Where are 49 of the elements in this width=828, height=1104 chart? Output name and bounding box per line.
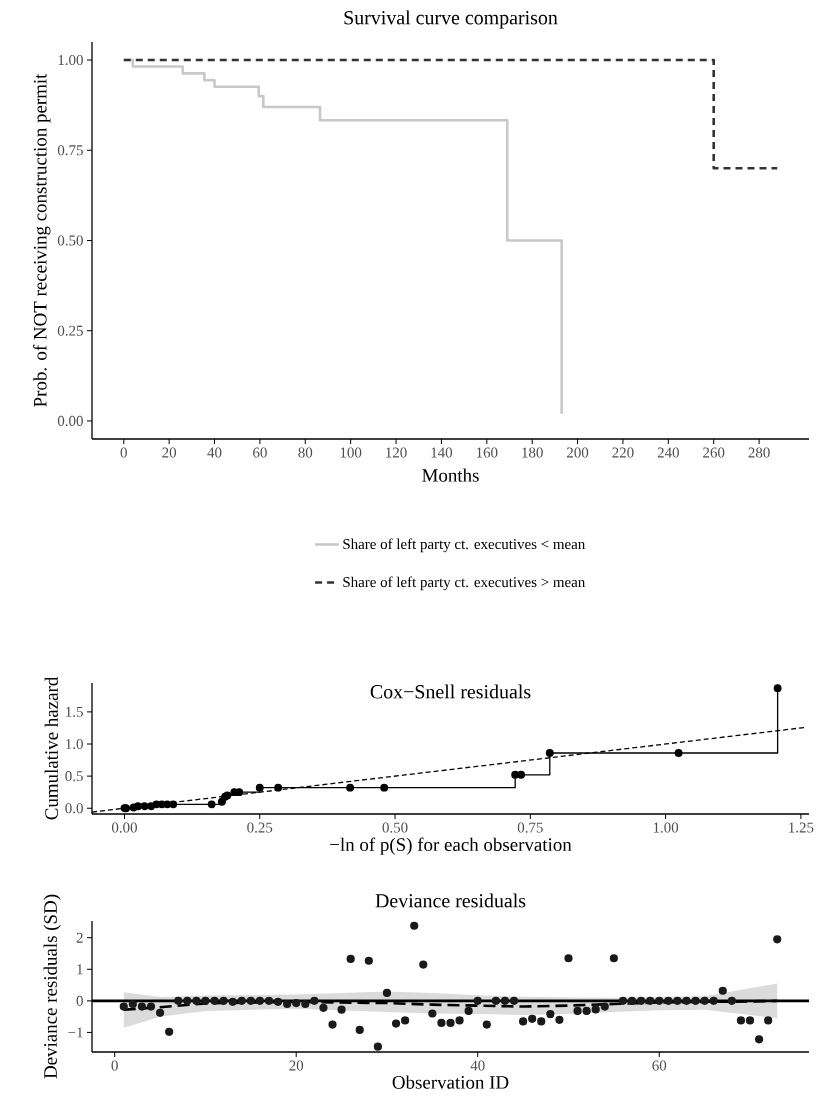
y-tick-label: 0.50 [57, 235, 83, 246]
x-tick-label: 0 [120, 447, 127, 458]
y-tick-label: 0.00 [57, 415, 83, 427]
y-tick-label: 1.5 [66, 706, 83, 717]
x-axis-title: Observation ID [392, 1075, 509, 1089]
y-tick-label: 0.0 [65, 803, 83, 814]
y-tick-label: 0.5 [65, 771, 83, 782]
x-tick-label: 0.75 [517, 822, 543, 833]
chart-title: Cox−Snell residuals [370, 684, 531, 699]
y-axis-title: Cumulative hazard [44, 676, 58, 820]
y-tick-label: 2 [76, 932, 83, 943]
y-tick-label: 1 [77, 964, 83, 975]
x-tick-label: 160 [476, 447, 498, 458]
x-tick-label: 0 [111, 1060, 118, 1071]
chart-title: Survival curve comparison [344, 10, 558, 29]
x-tick-label: 0.25 [247, 822, 273, 833]
y-axis-title: Deviance residuals (SD) [43, 894, 61, 1079]
x-tick-label: 20 [289, 1060, 304, 1071]
y-tick-label: −1 [68, 1027, 83, 1038]
y-tick-label: 0 [76, 995, 83, 1006]
x-tick-label: 60 [253, 447, 267, 458]
x-tick-label: 200 [567, 447, 589, 458]
x-tick-label: 40 [470, 1060, 485, 1071]
x-tick-label: 1.00 [653, 822, 679, 833]
y-tick-label: 1.00 [58, 54, 83, 66]
x-tick-label: 1.25 [789, 822, 814, 833]
legend-label: Share of left party ct. executives > mean [343, 576, 586, 591]
x-tick-label: 220 [612, 447, 634, 458]
x-tick-label: 0.00 [111, 822, 137, 833]
x-tick-label: 0.50 [382, 822, 408, 833]
y-tick-label: 0.75 [57, 145, 83, 156]
x-tick-label: 60 [652, 1060, 667, 1071]
chart-title: Deviance residuals [375, 893, 526, 908]
x-tick-label: 180 [522, 447, 543, 458]
x-tick-label: 140 [431, 447, 453, 458]
x-tick-label: 260 [703, 447, 725, 458]
x-tick-label: 280 [748, 447, 770, 458]
legend-label: Share of left party ct. executives < mean [343, 538, 586, 553]
x-tick-label: 80 [298, 447, 313, 458]
y-axis-title: Prob. of NOT receiving construction permit [33, 73, 51, 407]
x-axis-title: Months [422, 468, 479, 482]
x-axis-title: −ln of p(S) for each observation [330, 837, 572, 855]
y-tick-label: 0.25 [57, 325, 83, 336]
x-tick-label: 20 [162, 447, 177, 458]
x-tick-label: 240 [657, 447, 679, 458]
x-tick-label: 120 [386, 447, 407, 458]
x-tick-label: 100 [340, 447, 362, 458]
x-tick-label: 40 [207, 447, 222, 458]
y-tick-label: 1.0 [66, 738, 83, 750]
